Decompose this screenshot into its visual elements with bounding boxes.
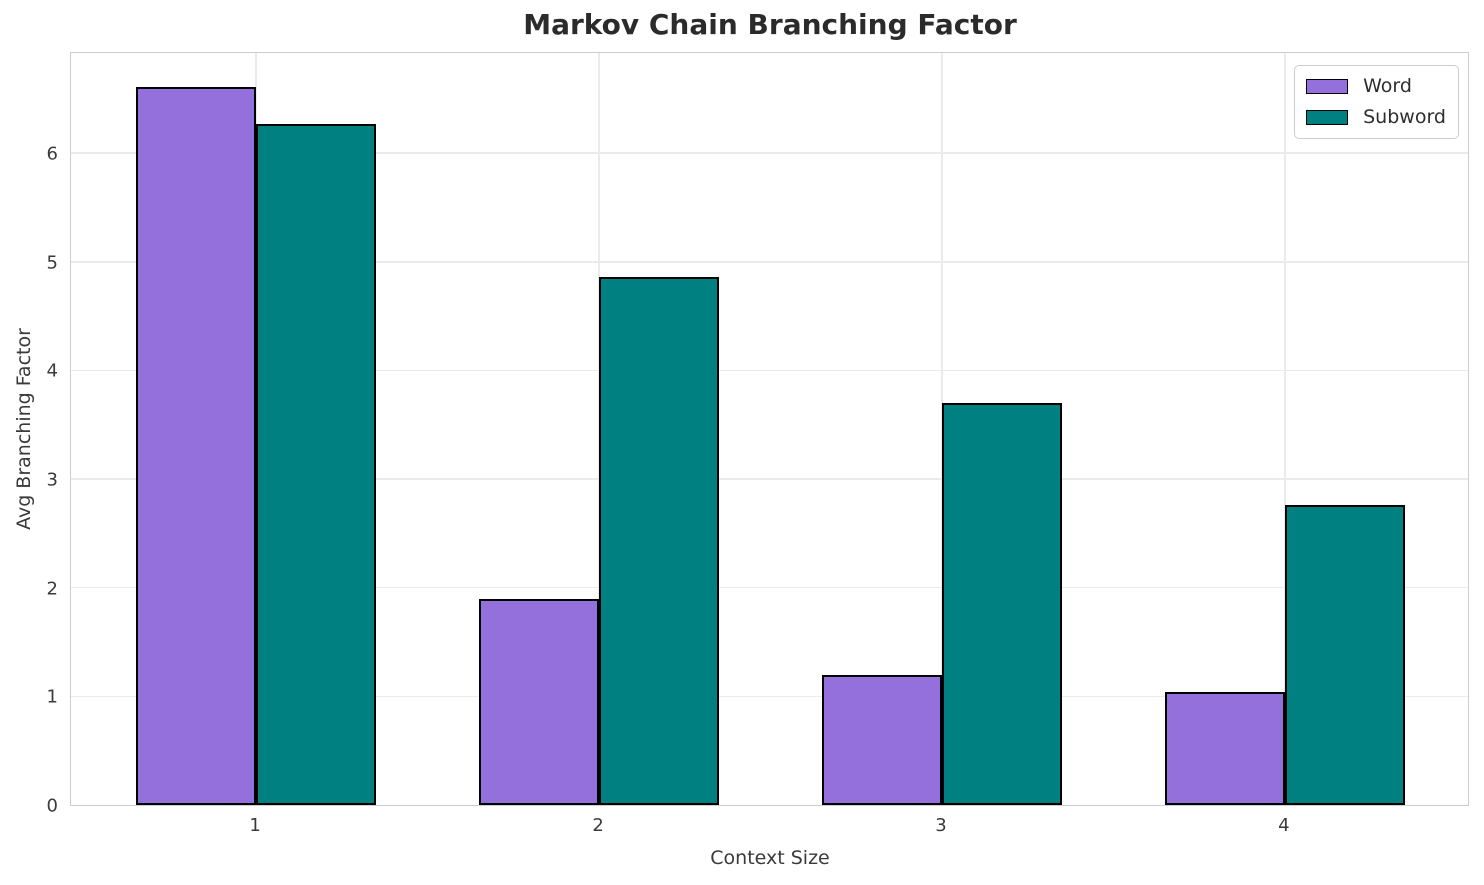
v-gridline-4 <box>1284 53 1286 805</box>
h-gridline-4 <box>71 369 1468 372</box>
ytick-label-4: 4 <box>46 360 58 382</box>
bar-subword-3 <box>941 403 1062 805</box>
ytick-label-0: 0 <box>46 795 58 817</box>
legend-swatch-subword <box>1306 109 1349 125</box>
h-gridline-6 <box>71 152 1468 154</box>
plot-area: Word Subword <box>70 52 1469 806</box>
legend-label-subword: Subword <box>1363 106 1446 128</box>
xtick-label-1: 1 <box>249 815 261 836</box>
xtick-label-3: 3 <box>935 815 947 836</box>
bar-word-4 <box>1164 692 1285 805</box>
legend: Word Subword <box>1294 65 1459 139</box>
h-gridline-2 <box>71 586 1468 589</box>
legend-item-subword: Subword <box>1306 106 1446 128</box>
ytick-label-3: 3 <box>46 469 58 491</box>
bar-word-2 <box>479 598 600 805</box>
bar-word-3 <box>821 674 942 805</box>
ytick-label-1: 1 <box>46 686 58 708</box>
ytick-label-2: 2 <box>46 578 58 600</box>
ytick-label-5: 5 <box>46 252 58 274</box>
h-gridline-5 <box>71 261 1468 263</box>
legend-swatch-word <box>1306 78 1349 94</box>
h-gridline-3 <box>71 478 1468 480</box>
chart-title: Markov Chain Branching Factor <box>523 8 1017 41</box>
y-axis-label: Avg Branching Factor <box>13 328 35 530</box>
bar-subword-2 <box>599 276 720 805</box>
bar-subword-4 <box>1284 505 1405 805</box>
xtick-label-4: 4 <box>1278 815 1290 836</box>
ytick-label-6: 6 <box>46 143 58 165</box>
legend-item-word: Word <box>1306 75 1446 97</box>
legend-label-word: Word <box>1363 75 1412 97</box>
bar-word-1 <box>136 86 257 805</box>
x-axis-label: Context Size <box>710 847 830 869</box>
xtick-label-2: 2 <box>592 815 604 836</box>
h-gridline-1 <box>71 695 1468 698</box>
bar-subword-1 <box>256 123 377 805</box>
